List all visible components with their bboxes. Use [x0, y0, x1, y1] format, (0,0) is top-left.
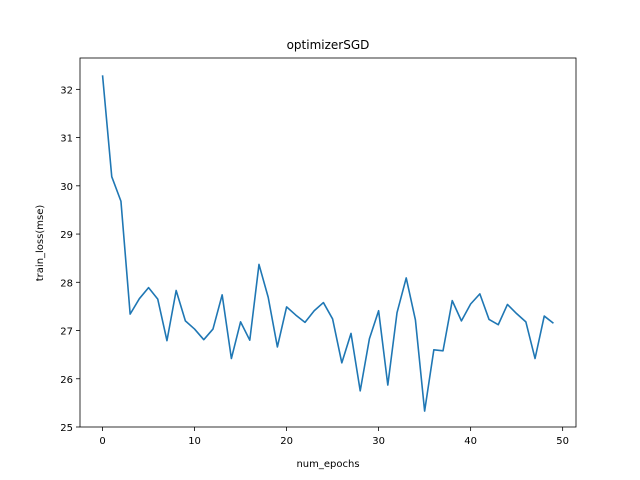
x-tick-label: 0: [99, 436, 105, 447]
x-axis-label: num_epochs: [296, 459, 359, 470]
y-tick-label: 30: [60, 182, 73, 193]
plot-frame: [79, 57, 577, 428]
y-tick-label: 31: [60, 134, 73, 145]
x-tick-label: 40: [464, 436, 477, 447]
x-tick-label: 30: [372, 436, 385, 447]
y-tick-label: 29: [60, 230, 73, 241]
chart-title: optimizerSGD: [287, 38, 370, 52]
y-tick-label: 32: [60, 85, 73, 96]
x-tick-label: 20: [280, 436, 293, 447]
series-line: [101, 75, 554, 412]
y-tick-label: 25: [60, 423, 73, 434]
y-axis-label: train_loss(mse): [35, 205, 46, 282]
y-tick-label: 28: [60, 278, 73, 289]
y-tick-label: 26: [60, 375, 73, 386]
y-tick-label: 27: [60, 327, 73, 338]
x-tick-label: 10: [188, 436, 201, 447]
plot-area: 0 10 20 30 40 50 25 26 27 28 29 30 31 32: [60, 57, 577, 447]
x-tick-label: 50: [556, 436, 569, 447]
